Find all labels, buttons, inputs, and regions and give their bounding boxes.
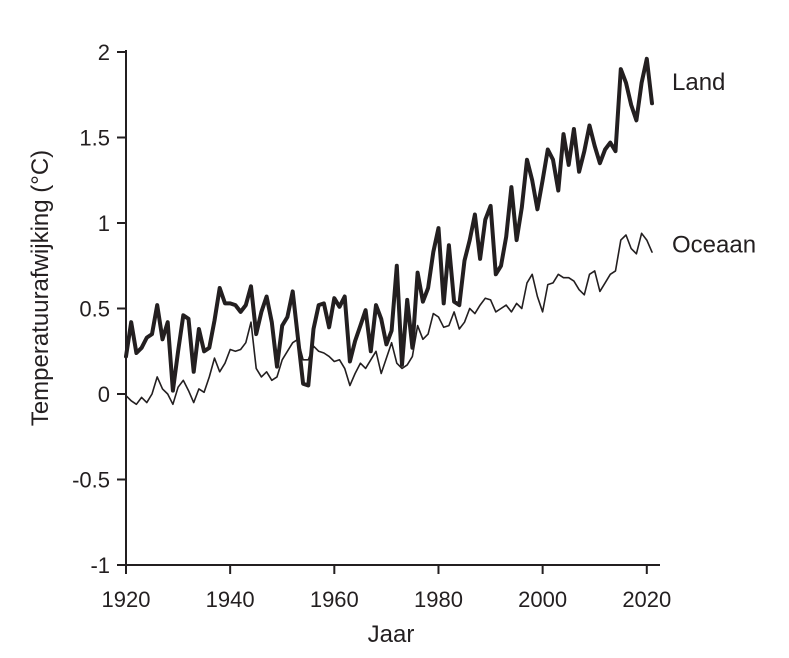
series-label-oceaan: Oceaan [672,232,756,259]
series-line-oceaan [125,232,653,406]
x-tick-label: 2000 [518,587,567,612]
y-axis-title: Temperatuurafwijking (°C) [27,150,54,426]
x-tick-label: 1960 [310,587,359,612]
x-axis-title: Jaar [368,621,415,648]
y-tick-label: 2 [98,40,110,65]
series-line-land [124,56,654,393]
x-tick-label: 1920 [102,587,151,612]
y-tick-label: 1.5 [79,126,110,151]
y-axis: -1 -0.5 0 0.5 1 1.5 2 [72,40,127,578]
y-tick-label: -0.5 [72,468,110,493]
y-tick-label: 0.5 [79,297,110,322]
y-tick-label: 0 [98,382,110,407]
x-tick-label: 2020 [622,587,671,612]
x-tick-label: 1940 [206,587,255,612]
series-labels: Land Oceaan [672,69,756,258]
x-axis: 1920 1940 1960 1980 2000 2020 [102,564,671,612]
y-tick-label: -1 [90,553,110,578]
series-label-land: Land [672,69,725,96]
x-tick-label: 1980 [414,587,463,612]
series-lines [124,56,654,406]
y-tick-label: 1 [98,211,110,236]
